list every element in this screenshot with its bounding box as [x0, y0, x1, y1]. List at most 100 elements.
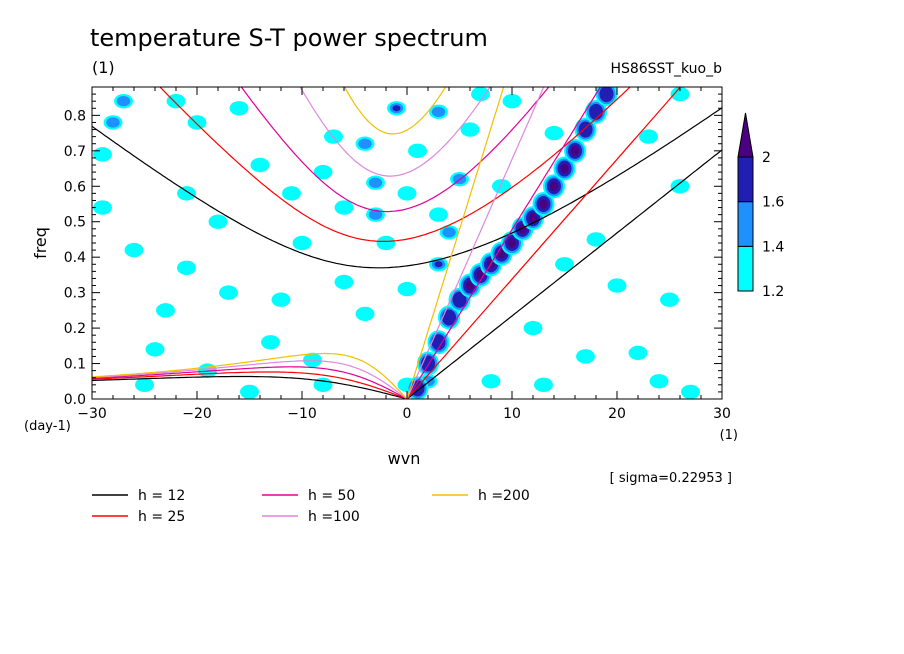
contour-spot — [534, 377, 553, 393]
legend-label-h100: h =100 — [308, 509, 360, 525]
contour-spot — [124, 242, 144, 258]
contour-spot — [177, 186, 196, 201]
curve-rossby-h200 — [92, 352, 408, 399]
contour-spot — [376, 235, 396, 251]
x-tick-label: −30 — [77, 406, 107, 422]
x-tick-label: −20 — [182, 406, 212, 422]
colorbar-swatch — [737, 156, 754, 203]
dataset-label: HS86SST_kuo_b — [610, 61, 722, 77]
colorbar-label: 1.6 — [762, 195, 784, 211]
plot-area: −30 −20 −10 0 10 20 30 0.00.10.20.30.40.50.60.… — [64, 86, 731, 422]
ridge-blob — [518, 223, 527, 234]
y-tick-label: 0.4 — [64, 250, 86, 266]
contour-spot — [429, 207, 448, 222]
contour-spot — [523, 320, 543, 336]
ridge-blob — [497, 248, 506, 259]
sigma-note: [ sigma=0.22953 ] — [610, 471, 732, 486]
contour-spot — [681, 384, 700, 399]
curve-inertia-gravity-h50 — [240, 87, 550, 213]
curve-kelvin-h100 — [406, 87, 545, 399]
y-tick-label: 0.5 — [64, 215, 86, 231]
curve-kelvin-h12 — [406, 149, 722, 399]
colorbar-swatch — [737, 201, 754, 247]
contour-spot — [177, 260, 196, 276]
ridge-blob — [599, 87, 614, 103]
contour-spot — [93, 200, 112, 215]
contour-spot — [555, 257, 574, 272]
x-axis-label: wvn — [388, 449, 421, 468]
contour-spot — [481, 374, 501, 389]
ridge-blob — [560, 163, 569, 174]
contour-spot — [292, 235, 312, 251]
contour-spot — [250, 157, 270, 173]
contour-spot — [660, 292, 679, 307]
contour-spot — [261, 335, 280, 350]
legend-label-h200: h =200 — [478, 488, 530, 504]
curve-rossby-h100 — [92, 360, 408, 399]
contour-spot — [303, 352, 322, 368]
x-tick-label: 20 — [608, 406, 626, 422]
y-tick-label: 0.3 — [64, 286, 86, 302]
contour-spot — [628, 345, 648, 361]
contour-spot — [240, 384, 259, 399]
ridge-blob — [529, 213, 537, 224]
x-axis-ticks: −30 −20 −10 0 10 20 30 — [77, 87, 731, 422]
contour-spot — [334, 200, 354, 215]
y-tick-label: 0.0 — [64, 392, 86, 408]
curve-inertia-gravity-h25 — [159, 87, 631, 242]
contour-spot — [576, 349, 595, 364]
plot-frame — [91, 86, 723, 400]
curve-inertia-gravity-h12 — [92, 107, 722, 269]
curve-inertia-gravity-h100 — [299, 87, 491, 177]
ridge-blob — [442, 309, 456, 326]
x-tick-label: 0 — [403, 406, 412, 422]
chart-subtitle: (1) — [92, 58, 115, 77]
contour-spot — [471, 87, 490, 102]
colorbar-swatch — [737, 245, 754, 292]
y-tick-label: 0.6 — [64, 179, 86, 195]
colorbar: 1.2 1.4 1.6 2 — [737, 112, 784, 300]
ridge-blob — [508, 238, 516, 248]
colorbar-label: 2 — [762, 150, 771, 166]
contour-spot — [219, 285, 238, 300]
ridge-blob — [589, 103, 603, 120]
contour-spot — [397, 281, 417, 297]
ridge-blob — [466, 280, 474, 291]
contour-spot — [670, 179, 690, 194]
y-tick-label: 0.1 — [64, 357, 86, 373]
y-unit-label: (day-1) — [24, 419, 71, 434]
curve-rossby-h25 — [92, 371, 408, 399]
contour-spot — [135, 377, 154, 393]
legend-label-h25: h = 25 — [138, 509, 185, 525]
contour-spot — [334, 274, 354, 290]
contour-spot — [639, 129, 658, 144]
contour-spot — [355, 306, 375, 322]
ridge-blob — [571, 145, 579, 156]
x-unit-label: (1) — [720, 428, 738, 443]
contour-spot — [392, 105, 401, 112]
chart-title: temperature S-T power spectrum — [90, 24, 488, 52]
x-tick-label: −10 — [287, 406, 317, 422]
contour-spot — [544, 125, 564, 141]
contour-spot — [208, 214, 228, 229]
curve-kelvin-h200 — [406, 87, 505, 399]
contour-spot — [282, 186, 301, 201]
colorbar-label: 1.4 — [762, 239, 784, 255]
y-axis-label: freq — [31, 227, 50, 259]
curve-kelvin-h50 — [406, 87, 602, 399]
ridge-blob — [550, 181, 558, 192]
contour-spot — [145, 342, 165, 357]
contour-spot — [431, 106, 446, 117]
contour-spot — [434, 261, 443, 268]
x-tick-label: 10 — [503, 406, 521, 422]
ridge-blob — [452, 291, 467, 308]
curve-inertia-gravity-h200 — [343, 87, 447, 135]
ridge-blob — [539, 199, 548, 209]
contour-spot — [106, 117, 120, 128]
contour-spot — [586, 232, 606, 247]
contour-spot — [492, 179, 511, 194]
contour-spot — [502, 93, 522, 109]
contour-spot — [607, 278, 627, 293]
y-tick-label: 0.8 — [64, 108, 86, 124]
